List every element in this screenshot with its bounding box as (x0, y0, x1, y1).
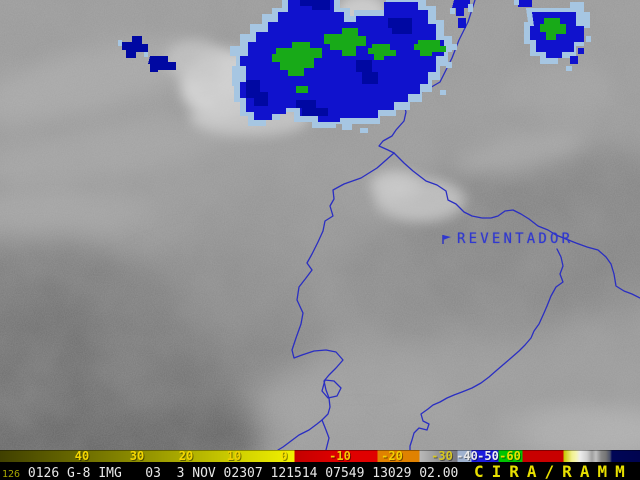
cloud-green-core (296, 86, 308, 93)
temperature-colorbar: 40 30 20 10 0 -10 -20 -30 -40 -50 -60 (0, 450, 640, 462)
cloud-green-core (414, 40, 446, 56)
border-line-east (393, 152, 640, 299)
colorbar-label: 40 (74, 449, 90, 463)
cloud-fragment (458, 18, 466, 28)
cloud-navy-patch (356, 60, 378, 84)
cloud-navy-patch (300, 0, 330, 10)
flag-marker-icon (442, 235, 451, 244)
colorbar-label: -50 (477, 449, 499, 463)
cloud-fragment (452, 44, 457, 50)
cloud-fragment (570, 56, 578, 64)
cloud-fragment (518, 0, 532, 7)
colorbar-label: 20 (178, 449, 194, 463)
cloud-blob-small-west (148, 56, 176, 72)
colorbar-label: -10 (329, 449, 351, 463)
status-text: 0126 G-8 IMG 03 3 NOV 02307 121514 07549… (20, 466, 475, 480)
volcano-label: REVENTADOR (457, 231, 574, 247)
cloud-fragment (468, 4, 473, 12)
cloud-fragment (514, 0, 519, 5)
cloud-texture (0, 0, 640, 450)
cloud-fragment (118, 40, 122, 46)
colorbar-label: -20 (381, 449, 403, 463)
cloud-fragment (578, 48, 584, 54)
cloud-fragment (452, 0, 470, 16)
cloud-fragment (360, 128, 368, 133)
cloud-fragment (446, 62, 452, 68)
cloud-fragment (586, 36, 591, 42)
colorbar-label: -40 (456, 449, 478, 463)
satellite-image: REVENTADOR (0, 0, 640, 450)
colorbar-label: 30 (129, 449, 145, 463)
cloud-green-core (368, 44, 396, 60)
gulf-island-outline (321, 379, 342, 399)
cloud-fragment (566, 66, 572, 71)
cold-cloud-overlay (118, 0, 591, 133)
colorbar-label: -60 (499, 449, 521, 463)
coastline-branch (321, 419, 330, 450)
cloud-navy-patch (246, 80, 268, 106)
cloud-navy-patch (388, 18, 412, 34)
cloud-green-core (324, 28, 366, 56)
coastline-west (277, 152, 395, 450)
credit-label: CIRA/RAMM (474, 462, 633, 480)
colorbar-label: -30 (431, 449, 453, 463)
status-bar: 126 0126 G-8 IMG 03 3 NOV 02307 121514 0… (0, 462, 640, 480)
cloud-blob-ne (530, 12, 584, 58)
colorbar-label: 10 (226, 449, 242, 463)
cloud-fragment (144, 52, 148, 57)
cloud-fragment (342, 124, 352, 130)
cloud-blob-ne-core (540, 18, 566, 40)
cloud-blob-small-west (122, 36, 148, 58)
cloud-fragment (450, 8, 455, 14)
cloud-green-core (272, 42, 322, 76)
frame-counter: 126 (2, 469, 21, 480)
satellite-image-canvas (0, 0, 640, 450)
colorbar-label: 0 (280, 449, 288, 463)
cloud-fragment (440, 90, 446, 95)
volcano-marker: REVENTADOR (440, 231, 573, 247)
cloud-navy-patch (296, 100, 328, 116)
river-line (409, 248, 564, 450)
map-border-lines (277, 0, 640, 450)
